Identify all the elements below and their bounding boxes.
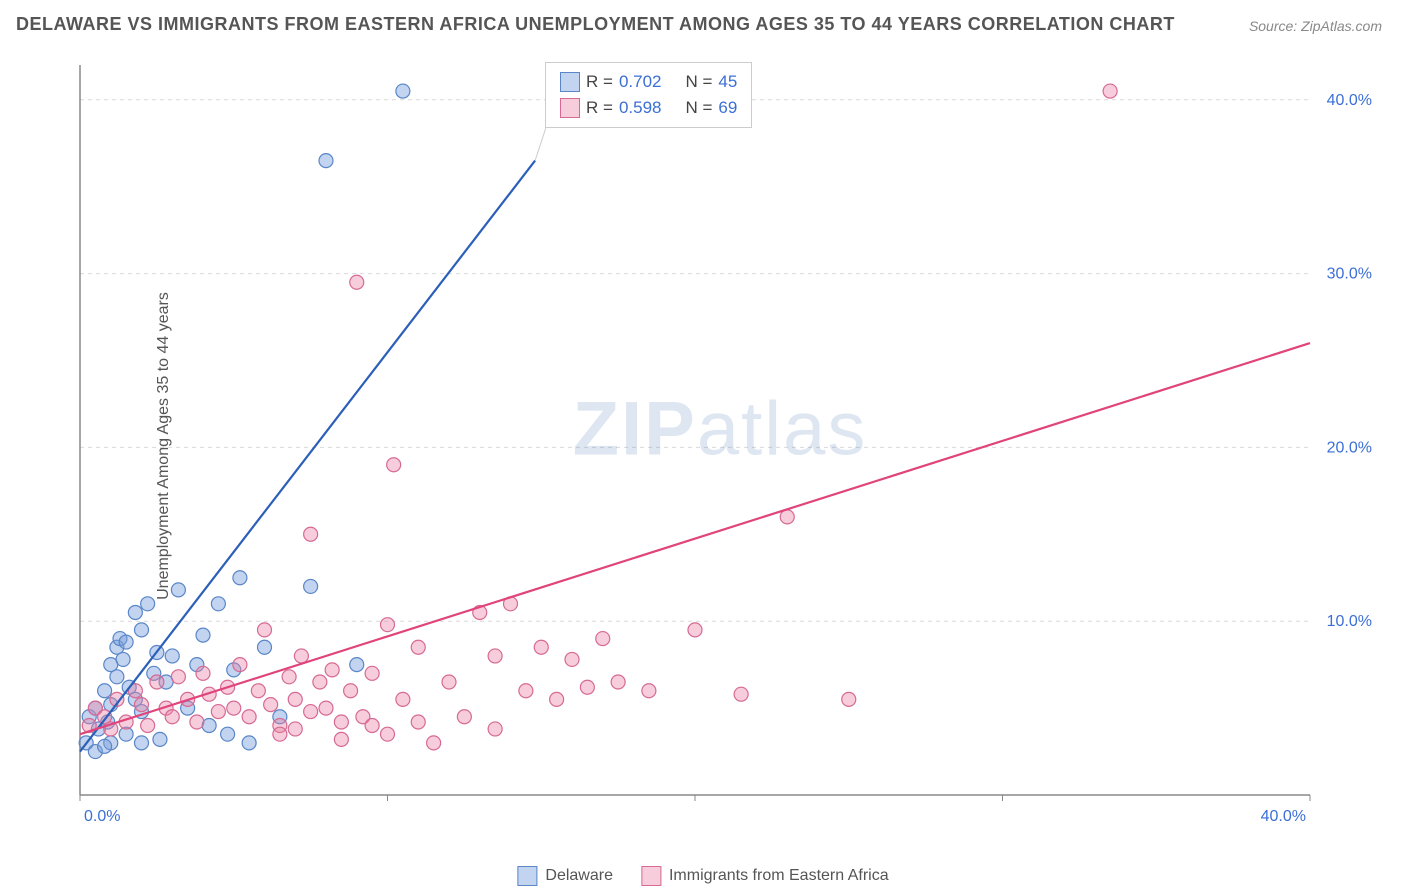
scatter-plot: 10.0%20.0%30.0%40.0%0.0%40.0% ZIPatlas	[60, 55, 1380, 835]
stats-row-delaware: R = 0.702 N = 45	[560, 69, 737, 95]
stats-row-immigrants: R = 0.598 N = 69	[560, 95, 737, 121]
svg-text:20.0%: 20.0%	[1327, 439, 1372, 456]
source-label: Source: ZipAtlas.com	[1249, 18, 1382, 34]
legend-item-delaware: Delaware	[517, 866, 613, 886]
swatch-delaware	[560, 72, 580, 92]
swatch-delaware	[517, 866, 537, 886]
svg-text:30.0%: 30.0%	[1327, 266, 1372, 283]
chart-title: DELAWARE VS IMMIGRANTS FROM EASTERN AFRI…	[16, 14, 1175, 35]
svg-text:40.0%: 40.0%	[1327, 92, 1372, 109]
svg-text:0.0%: 0.0%	[84, 808, 120, 825]
swatch-immigrants	[641, 866, 661, 886]
swatch-immigrants	[560, 98, 580, 118]
legend-item-immigrants: Immigrants from Eastern Africa	[641, 866, 889, 886]
bottom-legend: Delaware Immigrants from Eastern Africa	[517, 866, 888, 886]
chart-svg: 10.0% 20.0% 30.0% 40.0% 0.0% 40.0%	[60, 55, 1380, 835]
svg-text:10.0%: 10.0%	[1327, 613, 1372, 630]
svg-text:40.0%: 40.0%	[1261, 808, 1306, 825]
stats-legend: R = 0.702 N = 45 R = 0.598 N = 69	[545, 62, 752, 128]
